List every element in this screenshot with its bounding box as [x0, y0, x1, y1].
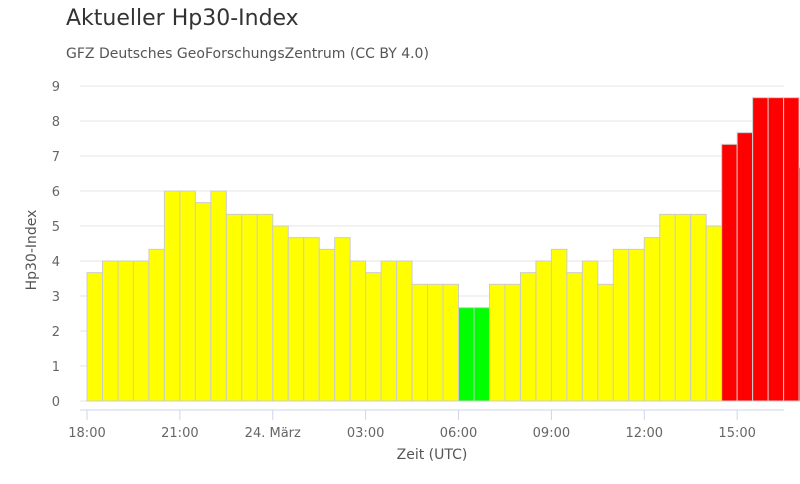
y-tick-label: 9	[52, 80, 60, 95]
bar[interactable]	[194, 202, 212, 402]
bar[interactable]	[148, 248, 165, 402]
bar[interactable]	[318, 248, 336, 402]
bar[interactable]	[210, 190, 227, 402]
bar[interactable]	[783, 97, 800, 402]
x-tick-label: 09:00	[533, 426, 570, 441]
bar[interactable]	[674, 213, 692, 402]
bar[interactable]	[380, 260, 398, 402]
bar[interactable]	[752, 97, 769, 402]
y-tick-label: 5	[52, 220, 60, 235]
bar[interactable]	[628, 248, 645, 402]
y-tick-label: 4	[52, 255, 60, 270]
x-axis-label: Zeit (UTC)	[397, 447, 468, 463]
bar[interactable]	[535, 260, 552, 402]
bar[interactable]	[705, 225, 723, 402]
y-tick-labels: 0 1 2 3 4 5 6 7 8 9	[52, 80, 60, 410]
bar[interactable]	[225, 213, 243, 402]
y-axis-label: Hp30-Index	[24, 210, 40, 291]
bar[interactable]	[442, 283, 460, 402]
x-tick-label: 06:00	[440, 426, 477, 441]
y-tick-label: 8	[52, 115, 60, 130]
bar[interactable]	[163, 190, 181, 402]
bar[interactable]	[473, 307, 490, 402]
y-tick-label: 7	[52, 150, 60, 165]
bar[interactable]	[721, 143, 738, 402]
y-tick-label: 2	[52, 325, 60, 340]
bar[interactable]	[272, 225, 289, 402]
x-tick-label: 03:00	[347, 426, 384, 441]
bar[interactable]	[117, 260, 134, 402]
y-tick-label: 0	[52, 395, 60, 410]
bar[interactable]	[256, 213, 274, 402]
bar[interactable]	[101, 260, 119, 402]
bar[interactable]	[411, 283, 429, 402]
bar[interactable]	[86, 272, 103, 402]
x-tick-label: 21:00	[161, 426, 198, 441]
bar[interactable]	[597, 283, 614, 402]
bar[interactable]	[241, 213, 258, 402]
bars	[86, 97, 800, 402]
x-tick-labels: 18:00 21:00 24. März 03:00 06:00 09:00 12:00 15…	[68, 410, 756, 441]
x-tick-label: 18:00	[68, 426, 105, 441]
bar[interactable]	[334, 237, 351, 402]
bar[interactable]	[581, 260, 599, 402]
bar[interactable]	[427, 283, 444, 402]
bar[interactable]	[365, 272, 382, 402]
x-tick-label: 15:00	[718, 426, 755, 441]
bar[interactable]	[179, 190, 196, 402]
bar[interactable]	[690, 213, 707, 402]
bar[interactable]	[550, 248, 568, 402]
chart-title: Aktueller Hp30-Index	[66, 6, 299, 31]
bar[interactable]	[458, 307, 475, 402]
y-tick-label: 3	[52, 290, 60, 305]
bar[interactable]	[767, 97, 785, 402]
bar[interactable]	[566, 272, 583, 402]
x-tick-label: 12:00	[626, 426, 663, 441]
bar[interactable]	[519, 272, 537, 402]
bar[interactable]	[488, 283, 506, 402]
bar[interactable]	[643, 237, 661, 402]
y-tick-label: 6	[52, 185, 60, 200]
y-tick-label: 1	[52, 360, 60, 375]
bar[interactable]	[612, 248, 630, 402]
chart-subtitle: GFZ Deutsches GeoForschungsZentrum (CC B…	[66, 46, 429, 62]
bar[interactable]	[349, 260, 367, 402]
bar[interactable]	[504, 283, 521, 402]
x-tick-label: 24. März	[245, 426, 301, 441]
bar[interactable]	[736, 132, 754, 402]
bar[interactable]	[396, 260, 413, 402]
bar[interactable]	[132, 260, 150, 402]
bar[interactable]	[287, 237, 305, 402]
bar[interactable]	[303, 237, 320, 402]
bar[interactable]	[659, 213, 676, 402]
